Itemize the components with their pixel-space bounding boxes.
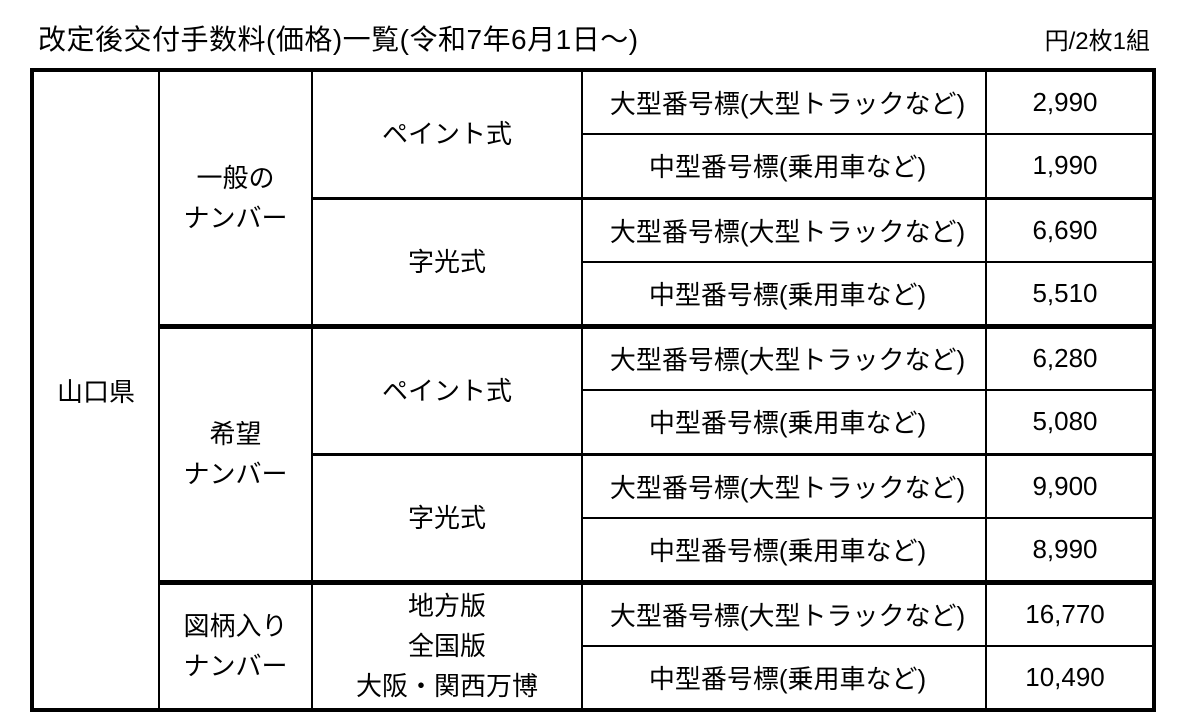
price-cell: 8,990 [985,517,1155,583]
plate-cell: 中型番号標(乗用車など) [581,389,987,455]
category-line: ナンバー [183,459,288,489]
plate-cell: 中型番号標(乗用車など) [581,645,987,711]
category-cell-general: 一般の ナンバー [158,69,313,327]
table-row: 中型番号標(乗用車など) 5,510 [32,261,1155,327]
type-line: 大阪・関西万博 [355,671,538,702]
category-line: 図柄入り [183,611,288,642]
price-cell: 2,990 [985,69,1155,135]
table-row: 中型番号標(乗用車など) 1,990 [32,133,1155,199]
category-line: ナンバー [183,651,288,682]
price-cell: 1,990 [985,133,1155,199]
type-line: 全国版 [407,631,486,662]
page-title: 改定後交付手数料(価格)一覧(令和7年6月1日〜) [38,24,639,55]
price-cell: 6,690 [985,196,1155,263]
table-row: 中型番号標(乗用車など) 5,080 [32,389,1155,455]
table-row: 字光式 大型番号標(大型トラックなど) 9,900 [32,452,1155,583]
table-row: 中型番号標(乗用車など) 8,990 [32,517,1155,583]
plate-cell: 中型番号標(乗用車など) [581,261,987,327]
table-row: 字光式 大型番号標(大型トラックなど) 6,690 [32,196,1155,327]
type-cell-illuminated: 字光式 [311,452,583,583]
category-cell-desired: 希望 ナンバー [158,323,313,583]
prefecture-cell: 山口県 [31,69,160,711]
plate-cell: 大型番号標(大型トラックなど) [581,452,987,519]
type-cell-illuminated: 字光式 [311,196,583,327]
price-cell: 10,490 [985,645,1155,711]
category-line: ナンバー [183,202,288,233]
unit-label: 円/2枚1組 [1044,28,1150,55]
type-line: 地方版 [407,591,486,622]
table-row: 希望 ナンバー ペイント式 大型番号標(大型トラックなど) 6,280 [32,323,1155,583]
plate-cell: 大型番号標(大型トラックなど) [581,323,987,391]
plate-cell: 大型番号標(大型トラックなど) [581,69,987,135]
category-cell-graphic: 図柄入り ナンバー [158,579,313,711]
plate-cell: 大型番号標(大型トラックなど) [581,579,987,647]
category-line: 一般の [196,162,275,193]
fee-table: 山口県 一般の ナンバー ペイント式 大型番号標(大型トラックなど) 2,990… [30,68,1156,712]
price-cell: 6,280 [985,323,1155,391]
type-cell-paint: ペイント式 [311,69,583,199]
price-cell: 16,770 [985,579,1155,647]
price-cell: 5,080 [985,389,1155,455]
price-cell: 5,510 [985,261,1155,327]
plate-cell: 大型番号標(大型トラックなど) [581,196,987,263]
price-cell: 9,900 [985,452,1155,519]
plate-cell: 中型番号標(乗用車など) [581,133,987,199]
type-cell-paint: ペイント式 [311,323,583,455]
table-row: 山口県 一般の ナンバー ペイント式 大型番号標(大型トラックなど) 2,990 [31,69,1155,711]
table-row: 図柄入り ナンバー 地方版 全国版 大阪・関西万博 大型番号標(大型トラックなど… [32,579,1155,711]
header: 改定後交付手数料(価格)一覧(令和7年6月1日〜) 円/2枚1組 [38,18,1150,58]
plate-cell: 中型番号標(乗用車など) [581,517,987,583]
table-row: 中型番号標(乗用車など) 10,490 [32,645,1155,711]
type-cell-graphic-editions: 地方版 全国版 大阪・関西万博 [311,579,583,711]
category-line: 希望 [209,419,262,449]
